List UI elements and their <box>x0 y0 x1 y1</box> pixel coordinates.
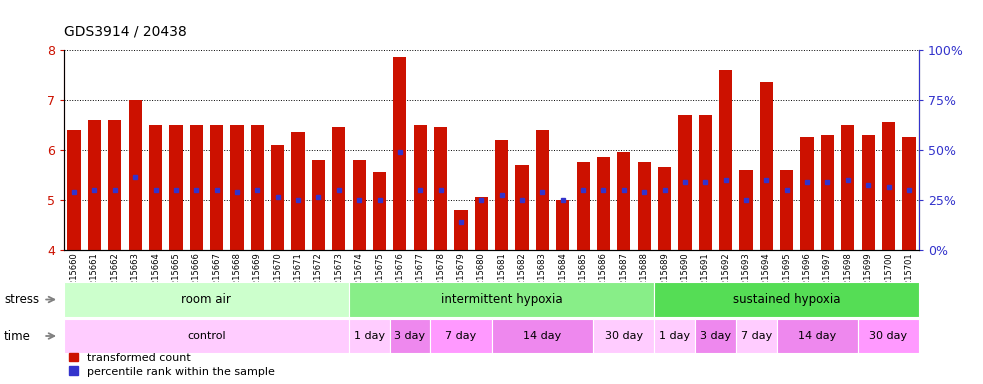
Bar <box>475 197 488 250</box>
Text: 7 day: 7 day <box>445 331 477 341</box>
Bar <box>821 135 835 250</box>
Bar <box>576 162 590 250</box>
Text: time: time <box>4 329 30 343</box>
Bar <box>87 120 101 250</box>
Text: sustained hypoxia: sustained hypoxia <box>733 293 840 306</box>
Bar <box>781 170 793 250</box>
Bar <box>68 130 81 250</box>
Bar <box>739 170 753 250</box>
Bar <box>902 137 915 250</box>
Bar <box>655 319 695 353</box>
Bar <box>515 165 529 250</box>
Bar <box>655 282 919 317</box>
Bar <box>169 125 183 250</box>
Text: 30 day: 30 day <box>605 331 643 341</box>
Bar <box>393 58 407 250</box>
Text: 1 day: 1 day <box>354 331 385 341</box>
Bar <box>108 120 122 250</box>
Bar <box>882 122 896 250</box>
Bar <box>536 130 549 250</box>
Bar <box>594 319 655 353</box>
Bar <box>210 125 223 250</box>
Text: 14 day: 14 day <box>798 331 837 341</box>
Bar <box>414 125 427 250</box>
Bar <box>858 319 919 353</box>
Bar <box>695 319 736 353</box>
Bar <box>251 125 264 250</box>
Text: room air: room air <box>182 293 231 306</box>
Bar <box>129 100 142 250</box>
Bar <box>678 115 692 250</box>
Bar <box>617 152 630 250</box>
Text: 7 day: 7 day <box>740 331 772 341</box>
Bar <box>373 172 386 250</box>
Text: 3 day: 3 day <box>700 331 731 341</box>
Bar <box>190 125 202 250</box>
Bar <box>431 319 492 353</box>
Text: intermittent hypoxia: intermittent hypoxia <box>440 293 562 306</box>
Text: 3 day: 3 day <box>394 331 426 341</box>
Text: stress: stress <box>4 293 39 306</box>
Legend: transformed count, percentile rank within the sample: transformed count, percentile rank withi… <box>70 353 275 377</box>
Bar <box>64 282 349 317</box>
Bar <box>736 319 777 353</box>
Bar <box>291 132 305 250</box>
Bar <box>332 127 345 250</box>
Bar <box>861 135 875 250</box>
Text: 30 day: 30 day <box>870 331 907 341</box>
Bar <box>271 145 284 250</box>
Bar <box>349 319 389 353</box>
Text: control: control <box>187 331 226 341</box>
Bar <box>800 137 814 250</box>
Bar <box>719 70 732 250</box>
Bar <box>434 127 447 250</box>
Text: 1 day: 1 day <box>660 331 690 341</box>
Bar <box>699 115 712 250</box>
Text: 14 day: 14 day <box>523 331 561 341</box>
Bar <box>389 319 431 353</box>
Bar <box>638 162 651 250</box>
Bar <box>556 200 569 250</box>
Text: GDS3914 / 20438: GDS3914 / 20438 <box>64 25 187 38</box>
Bar <box>495 140 508 250</box>
Bar <box>64 319 349 353</box>
Bar <box>492 319 594 353</box>
Bar <box>777 319 858 353</box>
Bar <box>760 83 773 250</box>
Bar <box>841 125 854 250</box>
Bar <box>353 160 366 250</box>
Bar <box>597 157 610 250</box>
Bar <box>148 125 162 250</box>
Bar <box>312 160 325 250</box>
Bar <box>349 282 655 317</box>
Bar <box>230 125 244 250</box>
Bar <box>454 210 468 250</box>
Bar <box>658 167 671 250</box>
